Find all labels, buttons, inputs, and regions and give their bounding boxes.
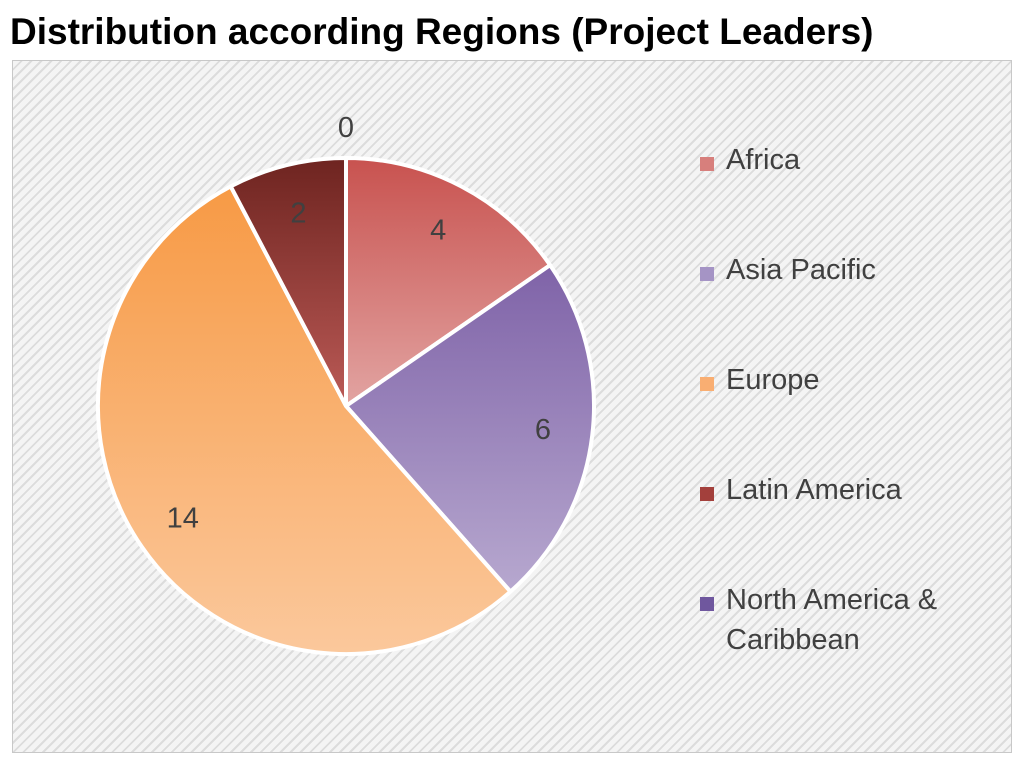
legend-swatch	[700, 487, 714, 501]
data-label-latin-america: 2	[290, 197, 306, 229]
data-label-north-america-caribbean: 0	[338, 112, 354, 144]
legend-label: Latin America	[726, 474, 902, 506]
legend-swatch	[700, 157, 714, 171]
data-label-africa: 4	[430, 214, 446, 246]
legend-swatch	[700, 597, 714, 611]
pie-slice-asia-pacific	[344, 263, 596, 594]
pie-slice-europe	[96, 184, 513, 656]
data-label-asia-pacific: 6	[535, 414, 551, 446]
pie-slice-latin-america	[228, 156, 348, 408]
data-label-europe: 14	[167, 503, 199, 535]
legend-label: Europe	[726, 364, 820, 396]
legend-label: Asia Pacific	[726, 254, 876, 286]
legend-swatch	[700, 377, 714, 391]
pie-slice-africa	[344, 156, 553, 408]
chart-title: Distribution according Regions (Project …	[10, 11, 874, 52]
legend-swatch	[700, 267, 714, 281]
legend-label: Africa	[726, 144, 801, 176]
legend-label: North America & Caribbean	[726, 584, 938, 656]
